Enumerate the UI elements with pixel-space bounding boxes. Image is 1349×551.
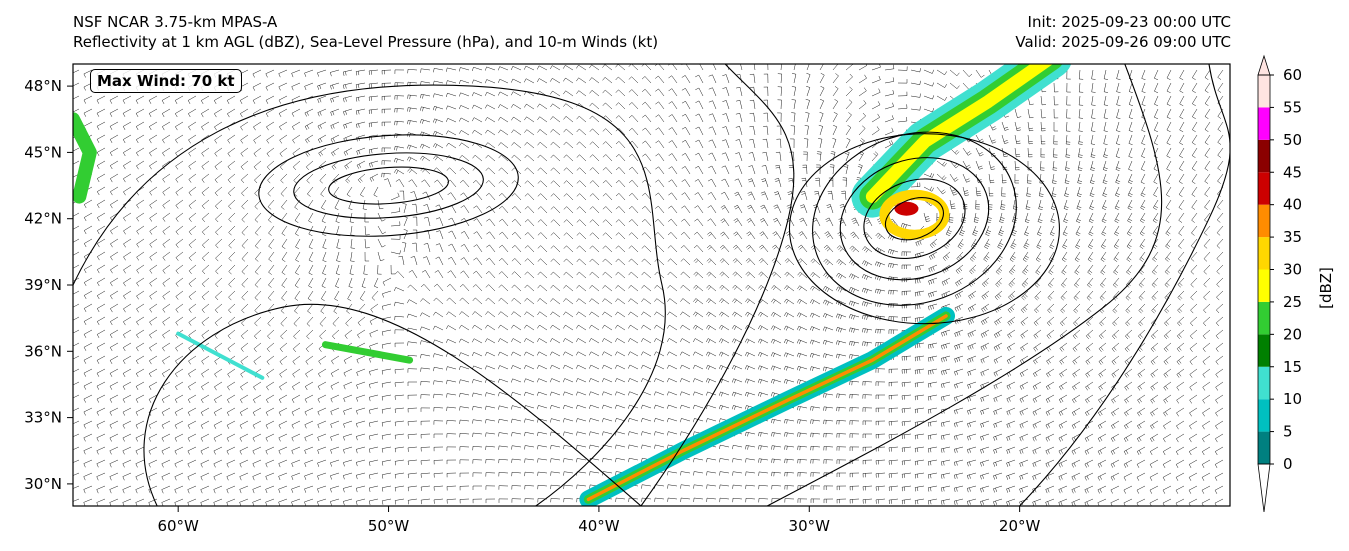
coastal-echo-band bbox=[73, 112, 97, 204]
lat-tick-label: 48°N bbox=[24, 77, 62, 95]
colorbar-tick-label: 20 bbox=[1283, 325, 1302, 343]
colorbar-tick-label: 45 bbox=[1283, 163, 1302, 181]
model-name: NSF NCAR 3.75-km MPAS-A bbox=[73, 13, 278, 31]
map-background bbox=[73, 64, 1230, 506]
high-pressure-isobar bbox=[293, 152, 484, 219]
colorbar-top-extend bbox=[1257, 54, 1271, 76]
isobar bbox=[73, 84, 666, 506]
title-left: NSF NCAR 3.75-km MPAS-A Reflectivity at … bbox=[73, 12, 658, 52]
isobar bbox=[640, 64, 795, 506]
lat-tick-label: 45°N bbox=[24, 143, 62, 161]
colorbar-segment bbox=[1258, 75, 1270, 108]
cyclone-isobar bbox=[863, 178, 966, 259]
colorbar-tick-label: 60 bbox=[1283, 66, 1302, 84]
cyclone-core-echo bbox=[894, 201, 919, 216]
field-description: Reflectivity at 1 km AGL (dBZ), Sea-Leve… bbox=[73, 33, 659, 51]
colorbar-segment bbox=[1258, 237, 1270, 270]
cyclone-isobar bbox=[839, 157, 990, 281]
cyclone-isobar bbox=[812, 131, 1017, 306]
colorbar-tick-label: 10 bbox=[1283, 390, 1302, 408]
colorbar-tick-label: 50 bbox=[1283, 131, 1302, 149]
colorbar-segment bbox=[1258, 301, 1270, 335]
colorbar-label: [dBZ] bbox=[1317, 267, 1335, 309]
lat-tick-label: 30°N bbox=[24, 475, 62, 493]
isobar bbox=[1019, 64, 1230, 506]
colorbar-segment bbox=[1258, 204, 1270, 238]
high-pressure-isobar bbox=[328, 166, 449, 205]
colorbar-segment bbox=[1258, 172, 1270, 205]
colorbar-segment bbox=[1258, 366, 1270, 400]
colorbar-segment bbox=[1258, 139, 1270, 173]
colorbar-tick-label: 5 bbox=[1283, 423, 1293, 441]
lat-tick-label: 33°N bbox=[24, 409, 62, 427]
cyclone-rainband bbox=[879, 189, 950, 240]
map-axes: 60°W 50°W 40°W 30°W 20°W 30°N 33°N 36°N 39°N 42°N… bbox=[24, 77, 1040, 535]
reflectivity-field bbox=[73, 64, 1071, 506]
isobar bbox=[143, 303, 642, 506]
cyclone-isobar bbox=[884, 197, 944, 241]
colorbar-segment bbox=[1258, 399, 1270, 432]
colorbar-segment bbox=[1258, 107, 1270, 140]
lat-tick-label: 42°N bbox=[24, 210, 62, 228]
colorbar: 0 5 10 15 20 25 30 35 40 45 50 55 60 [dBZ] bbox=[1257, 54, 1335, 513]
lon-tick-label: 20°W bbox=[999, 517, 1041, 535]
init-time: Init: 2025-09-23 00:00 UTC bbox=[1027, 13, 1231, 31]
colorbar-tick-label: 15 bbox=[1283, 358, 1302, 376]
lon-tick-label: 40°W bbox=[578, 517, 620, 535]
isobar bbox=[766, 64, 1163, 506]
colorbar-bottom-extend bbox=[1257, 463, 1271, 513]
colorbar-tick-label: 0 bbox=[1283, 455, 1293, 473]
lon-tick-label: 50°W bbox=[368, 517, 410, 535]
warm-conveyor-band-core bbox=[865, 64, 1054, 204]
colorbar-segment bbox=[1258, 269, 1270, 302]
valid-time: Valid: 2025-09-26 09:00 UTC bbox=[1015, 33, 1231, 51]
colorbar-segment bbox=[1258, 334, 1270, 367]
lat-tick-label: 39°N bbox=[24, 276, 62, 294]
max-wind-annotation: Max Wind: 70 kt bbox=[90, 69, 242, 93]
cyclone-isobar bbox=[788, 133, 1061, 325]
colorbar-tick-label: 25 bbox=[1283, 293, 1302, 311]
wind-barb-field bbox=[73, 64, 1224, 506]
isobars bbox=[73, 64, 1230, 506]
cold-front-band-core bbox=[586, 314, 948, 502]
colorbar-segment bbox=[1258, 431, 1270, 464]
title-right: Init: 2025-09-23 00:00 UTC Valid: 2025-0… bbox=[1015, 12, 1231, 52]
lon-tick-label: 60°W bbox=[157, 517, 199, 535]
colorbar-tick-label: 55 bbox=[1283, 98, 1302, 116]
map-content bbox=[73, 64, 1230, 506]
scattered-echo-band bbox=[321, 341, 414, 364]
colorbar-tick-label: 30 bbox=[1283, 261, 1302, 279]
scattered-echo-band bbox=[176, 331, 265, 380]
wind-barbs bbox=[73, 64, 1224, 506]
colorbar-tick-label: 40 bbox=[1283, 196, 1302, 214]
colorbar-tick-label: 35 bbox=[1283, 228, 1302, 246]
lon-tick-label: 30°W bbox=[789, 517, 831, 535]
high-pressure-isobar bbox=[258, 134, 519, 237]
lat-tick-label: 36°N bbox=[24, 342, 62, 360]
